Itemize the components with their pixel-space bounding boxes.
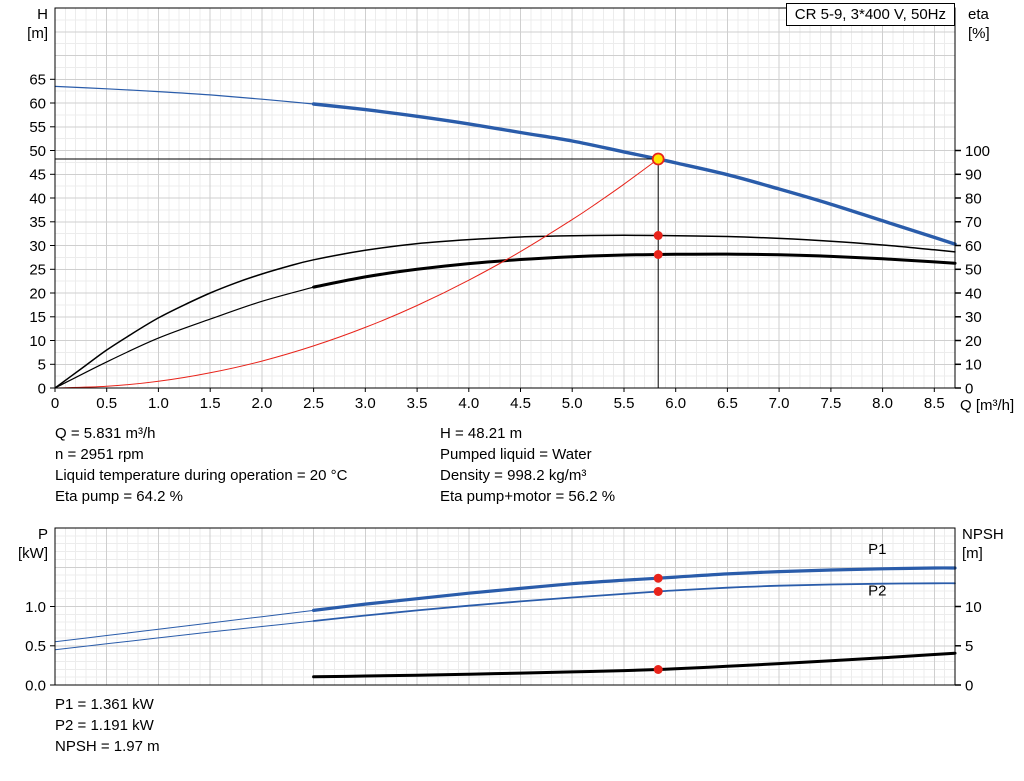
svg-text:4.5: 4.5 xyxy=(510,395,531,412)
svg-text:6.0: 6.0 xyxy=(665,395,686,412)
svg-text:5: 5 xyxy=(965,638,973,655)
svg-text:90: 90 xyxy=(965,167,982,184)
svg-text:1.5: 1.5 xyxy=(200,395,221,412)
result-npsh: NPSH = 1.97 m xyxy=(55,738,160,755)
svg-text:2.0: 2.0 xyxy=(251,395,272,412)
svg-text:5: 5 xyxy=(38,357,46,374)
svg-text:6.5: 6.5 xyxy=(717,395,738,412)
eta-axis-label: eta [%] xyxy=(968,5,990,43)
svg-text:8.0: 8.0 xyxy=(872,395,893,412)
p1-duty-dot xyxy=(653,573,663,583)
svg-text:40: 40 xyxy=(965,285,982,302)
svg-text:0: 0 xyxy=(965,677,973,694)
svg-text:2.5: 2.5 xyxy=(303,395,324,412)
svg-text:1.0: 1.0 xyxy=(148,395,169,412)
svg-text:20: 20 xyxy=(29,285,46,302)
svg-text:8.5: 8.5 xyxy=(924,395,945,412)
head-axis-symbol: H xyxy=(37,6,48,23)
svg-text:5.5: 5.5 xyxy=(614,395,635,412)
result-p2: P2 = 1.191 kW xyxy=(55,717,154,734)
svg-text:10: 10 xyxy=(965,357,982,374)
svg-text:5.0: 5.0 xyxy=(562,395,583,412)
duty-point-marker xyxy=(651,152,665,166)
svg-text:10: 10 xyxy=(29,333,46,350)
curve-label-p1: P1 xyxy=(868,541,886,558)
eta-axis-symbol: eta xyxy=(968,6,989,23)
svg-text:10: 10 xyxy=(965,599,982,616)
svg-text:50: 50 xyxy=(29,143,46,160)
axis-ticks: 0.0 0.5 1.0 0 5 10 xyxy=(25,599,982,695)
power-results: P1 = 1.361 kW P2 = 1.191 kW NPSH = 1.97 … xyxy=(55,694,160,757)
result-density: Density = 998.2 kg/m³ xyxy=(440,467,587,484)
eta-axis-unit: [%] xyxy=(968,25,990,42)
svg-text:15: 15 xyxy=(29,309,46,326)
svg-text:0.5: 0.5 xyxy=(96,395,117,412)
svg-text:30: 30 xyxy=(29,238,46,255)
svg-text:1.0: 1.0 xyxy=(25,599,46,616)
svg-text:35: 35 xyxy=(29,214,46,231)
result-p1: P1 = 1.361 kW xyxy=(55,696,154,713)
flow-axis-label: Q [m³/h] xyxy=(960,397,1015,414)
svg-text:4.0: 4.0 xyxy=(458,395,479,412)
result-pumped-liquid: Pumped liquid = Water xyxy=(440,446,592,463)
npsh-axis-symbol: NPSH xyxy=(962,526,1004,543)
npsh-duty-dot xyxy=(653,665,663,674)
result-eta-pump-motor: Eta pump+motor = 56.2 % xyxy=(440,488,616,505)
power-axis-unit: [kW] xyxy=(18,545,48,562)
svg-text:7.5: 7.5 xyxy=(820,395,841,412)
svg-text:3.5: 3.5 xyxy=(407,395,428,412)
grid-major xyxy=(55,528,955,685)
svg-text:0: 0 xyxy=(965,380,973,397)
grid-major xyxy=(55,8,955,388)
eta-pump-curve xyxy=(54,234,956,389)
svg-text:100: 100 xyxy=(965,143,990,160)
svg-text:45: 45 xyxy=(29,167,46,184)
npsh-axis-unit: [m] xyxy=(962,545,983,562)
pump-model-title: CR 5-9, 3*400 V, 50Hz xyxy=(785,3,955,26)
svg-text:0: 0 xyxy=(38,380,46,397)
svg-text:0.0: 0.0 xyxy=(25,677,46,694)
head-axis-unit: [m] xyxy=(27,25,48,42)
svg-text:60: 60 xyxy=(965,238,982,255)
eta-pump-motor-duty-dot xyxy=(653,250,663,259)
system-curve xyxy=(54,158,659,389)
power-axis-label: P [kW] xyxy=(8,525,48,563)
duty-results-right: H = 48.21 m Pumped liquid = Water Densit… xyxy=(440,423,615,507)
svg-text:40: 40 xyxy=(29,190,46,207)
svg-text:7.0: 7.0 xyxy=(769,395,790,412)
svg-text:0.5: 0.5 xyxy=(25,638,46,655)
svg-text:25: 25 xyxy=(29,262,46,279)
svg-text:0: 0 xyxy=(51,395,59,412)
svg-text:20: 20 xyxy=(965,333,982,350)
axis-ticks: 0 0.5 1.0 1.5 2.0 2.5 3.0 3.5 4.0 4.5 5.0 5.5 6.0 6.5… xyxy=(29,72,990,412)
result-speed: n = 2951 rpm xyxy=(55,446,144,463)
p2-duty-dot xyxy=(653,587,663,596)
svg-text:50: 50 xyxy=(965,262,982,279)
svg-text:55: 55 xyxy=(29,119,46,136)
result-flow: Q = 5.831 m³/h xyxy=(55,425,156,442)
svg-text:60: 60 xyxy=(29,95,46,112)
head-eta-chart: 0 0.5 1.0 1.5 2.0 2.5 3.0 3.5 4.0 4.5 5.0 5.5 6.0 6.5… xyxy=(29,7,990,412)
npsh-axis-label: NPSH [m] xyxy=(962,525,1004,563)
power-npsh-chart: P1 P2 0.0 0.5 1.0 0 5 10 xyxy=(25,527,982,695)
duty-results-left: Q = 5.831 m³/h n = 2951 rpm Liquid tempe… xyxy=(55,423,347,507)
result-head: H = 48.21 m xyxy=(440,425,523,442)
result-liquid-temperature: Liquid temperature during operation = 20… xyxy=(55,467,348,484)
head-axis-label: H [m] xyxy=(8,5,48,43)
svg-text:65: 65 xyxy=(29,72,46,89)
svg-text:30: 30 xyxy=(965,309,982,326)
curve-label-p2: P2 xyxy=(868,583,886,600)
eta-pump-duty-dot xyxy=(653,231,663,240)
result-eta-pump: Eta pump = 64.2 % xyxy=(55,488,183,505)
svg-text:3.0: 3.0 xyxy=(355,395,376,412)
svg-text:70: 70 xyxy=(965,214,982,231)
svg-text:80: 80 xyxy=(965,190,982,207)
power-axis-symbol: P xyxy=(37,526,48,543)
